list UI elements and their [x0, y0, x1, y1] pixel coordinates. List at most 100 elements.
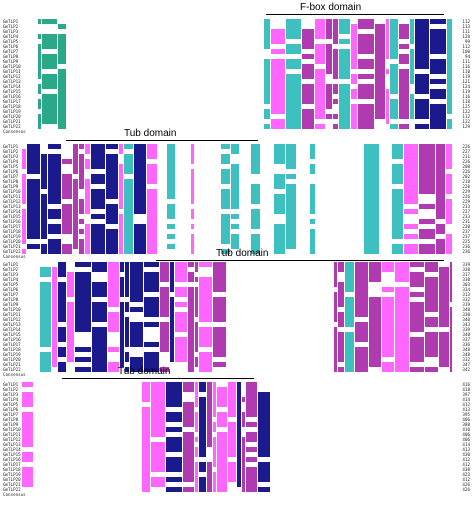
- alignment-cell-low: [85, 164, 90, 169]
- alignment-cell-low: [119, 239, 123, 244]
- alignment-cell-medium: [364, 144, 379, 149]
- alignment-cell-identical: [58, 327, 66, 332]
- alignment-cell-low: [213, 487, 216, 492]
- alignment-cell-high: [246, 437, 257, 442]
- alignment-cell-identical: [106, 159, 118, 164]
- alignment-cell-identical: [125, 317, 129, 322]
- alignment-cell-low: [395, 302, 409, 307]
- alignment-cell-identical: [92, 287, 107, 292]
- alignment-cell-low: [195, 397, 198, 402]
- alignment-cell-high: [358, 109, 374, 114]
- alignment-cell-identical: [91, 249, 105, 254]
- alignment-cell-identical: [58, 367, 66, 372]
- alignment-cell-high: [436, 174, 445, 179]
- alignment-cell-identical: [134, 149, 146, 154]
- alignment-cell-low: [52, 292, 57, 297]
- alignment-cell-high: [242, 422, 245, 427]
- alignment-cell-high: [375, 44, 385, 49]
- alignment-cell-high: [195, 267, 198, 272]
- alignment-cell-high: [334, 327, 337, 332]
- alignment-cell-low: [382, 337, 394, 342]
- alignment-cell-high: [439, 337, 449, 342]
- alignment-cell-high: [246, 457, 257, 462]
- alignment-cell-high: [334, 352, 337, 357]
- alignment-cell-identical: [125, 287, 129, 292]
- alignment-cell-identical: [75, 282, 91, 287]
- alignment-cell-high: [369, 327, 381, 332]
- alignment-cell-medium: [124, 244, 133, 249]
- alignment-cell-high: [355, 262, 368, 267]
- alignment-cell-low: [151, 477, 165, 482]
- alignment-cell-high: [358, 84, 374, 89]
- alignment-cell-identical: [130, 367, 143, 372]
- alignment-cell-medium: [447, 84, 452, 89]
- alignment-cell-low: [195, 487, 198, 492]
- alignment-cell-identical: [91, 224, 105, 229]
- alignment-cell-high: [358, 119, 374, 124]
- alignment-cell-high: [213, 362, 226, 367]
- position-number: 406: [462, 417, 470, 422]
- alignment-cell-medium: [221, 224, 230, 229]
- alignment-cell-medium: [286, 24, 301, 29]
- alignment-cell-identical: [199, 452, 206, 457]
- alignment-cell-medium: [231, 224, 239, 229]
- alignment-cell-medium: [392, 144, 403, 149]
- alignment-cell-identical: [258, 437, 270, 442]
- alignment-cell-low: [108, 347, 119, 352]
- alignment-cell-low: [217, 387, 227, 392]
- alignment-cell-identical: [199, 447, 206, 452]
- alignment-cell-low: [147, 164, 157, 169]
- alignment-cell-high: [419, 249, 435, 254]
- sequence-name: GmTLP7: [3, 174, 19, 179]
- alignment-cell-identical: [170, 282, 174, 287]
- alignment-cell-low: [52, 352, 57, 357]
- alignment-cell-identical: [166, 447, 182, 452]
- domain-label: Tub domain: [216, 248, 269, 259]
- alignment-cell-medium: [410, 109, 414, 114]
- alignment-cell-identical: [415, 44, 429, 49]
- alignment-cell-high: [213, 312, 226, 317]
- alignment-cell-medium: [124, 179, 133, 184]
- alignment-cell-high: [326, 84, 332, 89]
- alignment-cell-high: [246, 397, 257, 402]
- alignment-cell-high: [436, 224, 445, 229]
- alignment-cell-identical: [91, 194, 105, 199]
- alignment-cell-medium: [410, 69, 414, 74]
- alignment-cell-low: [147, 154, 157, 159]
- sequence-name: GmTLP13: [3, 442, 21, 447]
- alignment-cell-high: [450, 337, 452, 342]
- alignment-cell-high: [338, 332, 344, 337]
- alignment-cell-high: [188, 292, 194, 297]
- alignment-cell-medium: [447, 39, 452, 44]
- alignment-cell-high: [333, 34, 338, 39]
- position-number: 94: [464, 54, 470, 59]
- alignment-cell-green: [58, 24, 66, 29]
- position-number: 122: [462, 119, 470, 124]
- alignment-cell-high: [439, 297, 449, 302]
- alignment-cell-green: [38, 69, 41, 74]
- alignment-cell-high: [79, 229, 84, 234]
- alignment-cell-low: [446, 249, 452, 254]
- alignment-cell-identical: [170, 322, 174, 327]
- alignment-cell-low: [22, 164, 26, 169]
- position-number: 120: [462, 34, 470, 39]
- sequence-name: GmTLP9: [3, 422, 19, 427]
- alignment-cell-low: [195, 477, 198, 482]
- alignment-cell-identical: [125, 327, 129, 332]
- alignment-cell-medium: [274, 229, 285, 234]
- alignment-cell-low: [175, 262, 187, 267]
- alignment-cell-identical: [120, 347, 124, 352]
- alignment-cell-high: [73, 229, 78, 234]
- alignment-cell-medium: [390, 84, 398, 89]
- alignment-cell-identical: [134, 164, 146, 169]
- alignment-cell-low: [315, 114, 325, 119]
- alignment-cell-low: [351, 29, 357, 34]
- alignment-cell-high: [369, 357, 381, 362]
- alignment-cell-high: [79, 169, 84, 174]
- alignment-cell-low: [195, 467, 198, 472]
- position-number: 412: [462, 457, 470, 462]
- alignment-cell-high: [183, 402, 194, 407]
- alignment-cell-identical: [237, 442, 241, 447]
- alignment-cell-high: [195, 347, 198, 352]
- alignment-cell-identical: [170, 312, 174, 317]
